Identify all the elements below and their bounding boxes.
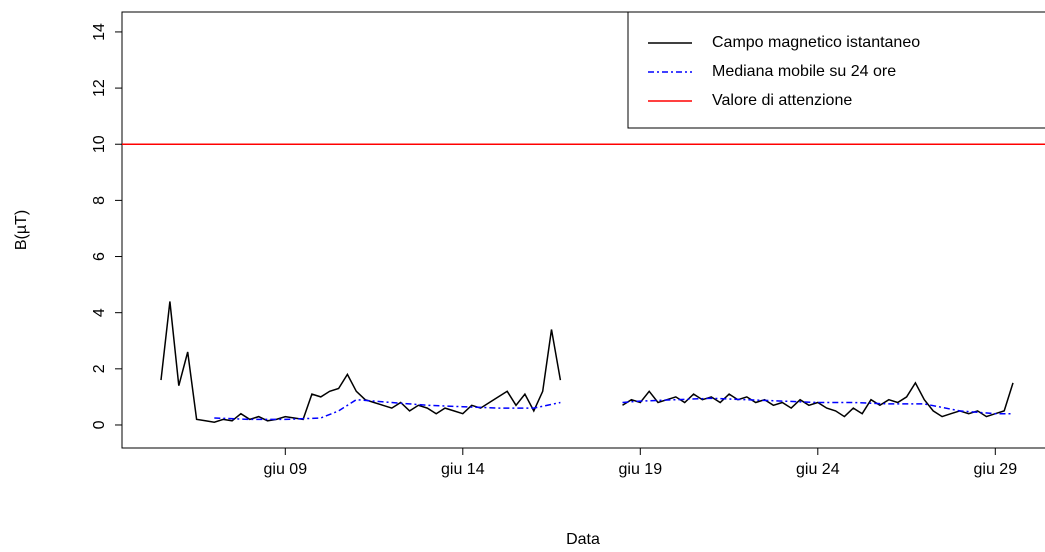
- legend-label: Valore di attenzione: [712, 92, 852, 109]
- x-tick-label: giu 24: [796, 461, 840, 478]
- y-tick-label: 2: [91, 364, 108, 373]
- y-axis-label: B(µT): [13, 210, 30, 250]
- y-tick-label: 6: [91, 252, 108, 261]
- x-tick-label: giu 09: [264, 461, 308, 478]
- legend-label: Campo magnetico istantaneo: [712, 34, 920, 51]
- x-tick-label: giu 19: [619, 461, 663, 478]
- y-tick-label: 14: [91, 23, 108, 41]
- y-tick-label: 0: [91, 420, 108, 429]
- series-line: [214, 397, 1013, 421]
- legend-label: Mediana mobile su 24 ore: [712, 63, 896, 80]
- y-tick-label: 12: [91, 79, 108, 97]
- x-axis-label: Data: [566, 531, 600, 548]
- x-tick-label: giu 14: [441, 461, 485, 478]
- y-tick-label: 8: [91, 196, 108, 205]
- y-tick-label: 4: [91, 308, 108, 317]
- legend-box: [627, 11, 1045, 129]
- y-tick-label: 10: [91, 135, 108, 153]
- x-tick-label: giu 29: [974, 461, 1018, 478]
